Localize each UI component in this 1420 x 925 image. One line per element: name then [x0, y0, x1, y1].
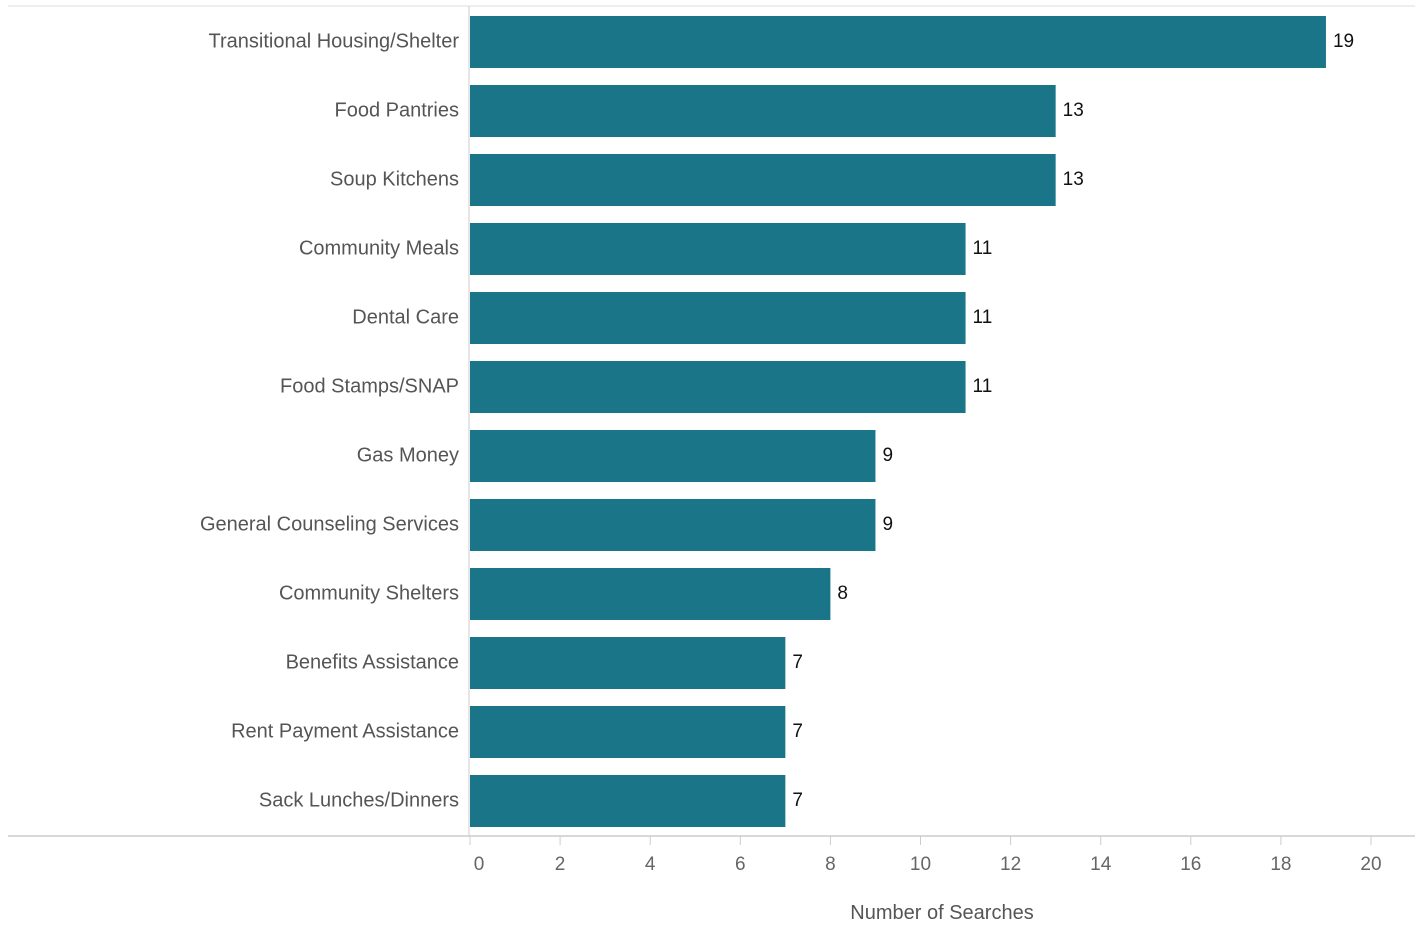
- data-label: 11: [973, 307, 993, 328]
- data-label: 8: [837, 583, 848, 604]
- x-tick-label: 16: [1180, 854, 1201, 875]
- x-tick-label: 10: [910, 854, 931, 875]
- category-label: Transitional Housing/Shelter: [209, 30, 460, 52]
- category-label: Soup Kitchens: [330, 168, 459, 190]
- category-label: Community Meals: [299, 237, 459, 259]
- bar[interactable]: [470, 154, 1056, 206]
- data-label: 19: [1333, 31, 1354, 52]
- bar[interactable]: [470, 499, 876, 551]
- x-tick-label: 4: [645, 854, 656, 875]
- x-tick-label: 6: [735, 854, 746, 875]
- category-label: Sack Lunches/Dinners: [259, 789, 459, 811]
- bar[interactable]: [470, 775, 786, 827]
- x-axis-title: Number of Searches: [850, 902, 1033, 924]
- bar[interactable]: [470, 568, 831, 620]
- bar[interactable]: [470, 637, 786, 689]
- category-label: Rent Payment Assistance: [231, 720, 459, 742]
- bar[interactable]: [470, 706, 786, 758]
- x-tick-label: 8: [825, 854, 836, 875]
- data-label: 9: [882, 445, 893, 466]
- x-tick-label: 14: [1090, 854, 1112, 875]
- data-label: 7: [792, 790, 803, 811]
- x-tick-label: 18: [1270, 854, 1291, 875]
- x-tick-label: 20: [1360, 854, 1381, 875]
- bar[interactable]: [470, 85, 1056, 137]
- x-tick-label: 2: [555, 854, 566, 875]
- data-label: 13: [1063, 169, 1084, 190]
- data-label: 7: [792, 721, 803, 742]
- data-label: 13: [1063, 100, 1084, 121]
- category-label: Dental Care: [352, 306, 459, 328]
- bar[interactable]: [470, 361, 966, 413]
- category-label: Food Pantries: [334, 99, 459, 121]
- data-label: 9: [882, 514, 893, 535]
- bar[interactable]: [470, 16, 1326, 68]
- category-label: Community Shelters: [279, 582, 459, 604]
- data-label: 11: [973, 376, 993, 397]
- category-label: Benefits Assistance: [286, 651, 459, 673]
- x-axis-ticks: 0 2 4 6 8 10 12 14 16 18 20: [469, 836, 1382, 875]
- x-tick-label: 0: [474, 854, 485, 875]
- data-label: 11: [973, 238, 993, 259]
- category-label: Gas Money: [357, 444, 459, 466]
- category-label: Food Stamps/SNAP: [280, 375, 459, 397]
- data-label: 7: [792, 652, 803, 673]
- bars-group: Transitional Housing/Shelter 19 Food Pantr…: [200, 16, 1354, 827]
- category-label: General Counseling Services: [200, 513, 459, 535]
- bar[interactable]: [470, 430, 876, 482]
- x-tick-label: 12: [1000, 854, 1021, 875]
- bar[interactable]: [470, 292, 966, 344]
- bar[interactable]: [470, 223, 966, 275]
